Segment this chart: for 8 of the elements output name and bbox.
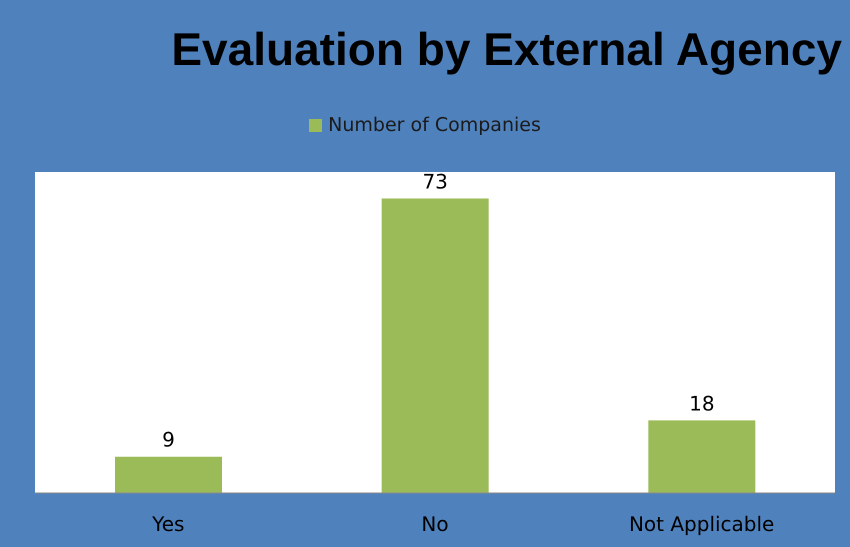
legend-label: Number of Companies xyxy=(328,114,541,136)
x-tick-label: Not Applicable xyxy=(628,512,774,536)
data-label: 18 xyxy=(689,391,715,416)
x-tick-label: Yes xyxy=(151,512,184,536)
data-label: 73 xyxy=(422,170,448,194)
x-tick-label: No xyxy=(421,512,449,536)
chart-title: Evaluation by External Agency xyxy=(171,22,842,76)
data-label: 9 xyxy=(162,428,175,452)
